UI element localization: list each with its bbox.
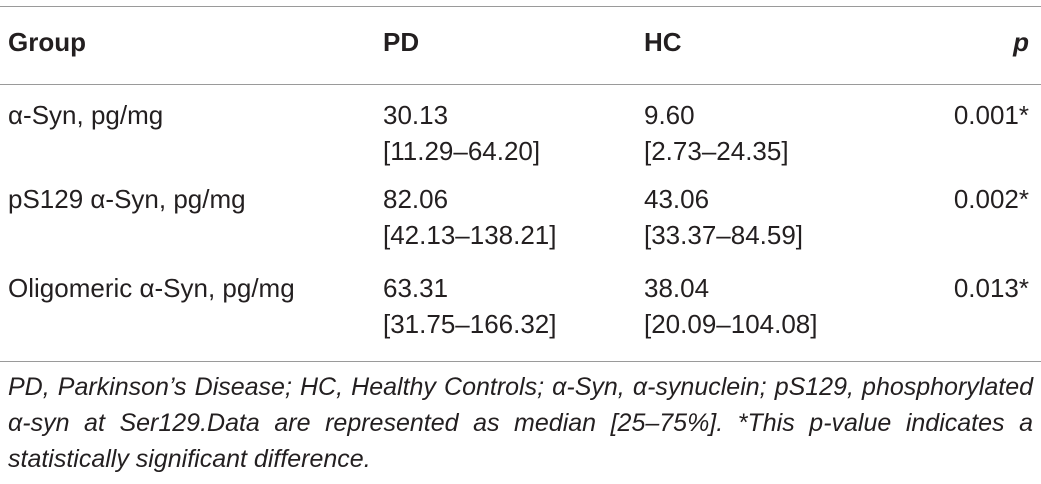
pd-iqr: [31.75–166.32] <box>383 309 557 339</box>
pd-iqr: [11.29–64.20] <box>383 136 541 166</box>
header-p: p <box>1013 27 1029 57</box>
row-oligomeric-hc: 38.04 [20.09–104.08] <box>644 270 818 342</box>
hc-iqr: [33.37–84.59] <box>644 220 804 250</box>
header-pd: PD <box>383 27 420 57</box>
row-alpha-syn-pd: 30.13 [11.29–64.20] <box>383 97 540 169</box>
hc-iqr: [20.09–104.08] <box>644 309 818 339</box>
row-ps129-group: pS129 α-Syn, pg/mg <box>8 184 246 214</box>
row-alpha-syn-group: α-Syn, pg/mg <box>8 100 164 130</box>
row-alpha-syn-hc: 9.60 [2.73–24.35] <box>644 97 789 169</box>
pd-iqr: [42.13–138.21] <box>383 220 557 250</box>
hc-iqr: [2.73–24.35] <box>644 136 789 166</box>
header-hc: HC <box>644 27 682 57</box>
header-group: Group <box>8 27 86 57</box>
pd-median: 63.31 <box>383 273 449 303</box>
pd-median: 82.06 <box>383 184 449 214</box>
row-ps129-hc: 43.06 [33.37–84.59] <box>644 181 803 253</box>
row-oligomeric-pd: 63.31 [31.75–166.32] <box>383 270 557 342</box>
pd-median: 30.13 <box>383 100 449 130</box>
table-top-rule <box>0 6 1041 7</box>
row-ps129-p: 0.002* <box>953 184 1029 214</box>
hc-median: 9.60 <box>644 100 695 130</box>
row-alpha-syn-p: 0.001* <box>953 100 1029 130</box>
hc-median: 38.04 <box>644 273 710 303</box>
row-ps129-pd: 82.06 [42.13–138.21] <box>383 181 557 253</box>
row-oligomeric-group: Oligomeric α-Syn, pg/mg <box>8 273 295 303</box>
table-bottom-rule <box>0 361 1041 362</box>
hc-median: 43.06 <box>644 184 710 214</box>
table-footnote: PD, Parkinson’s Disease; HC, Healthy Con… <box>8 373 1033 473</box>
table-header-rule <box>0 84 1041 85</box>
row-oligomeric-p: 0.013* <box>953 273 1029 303</box>
